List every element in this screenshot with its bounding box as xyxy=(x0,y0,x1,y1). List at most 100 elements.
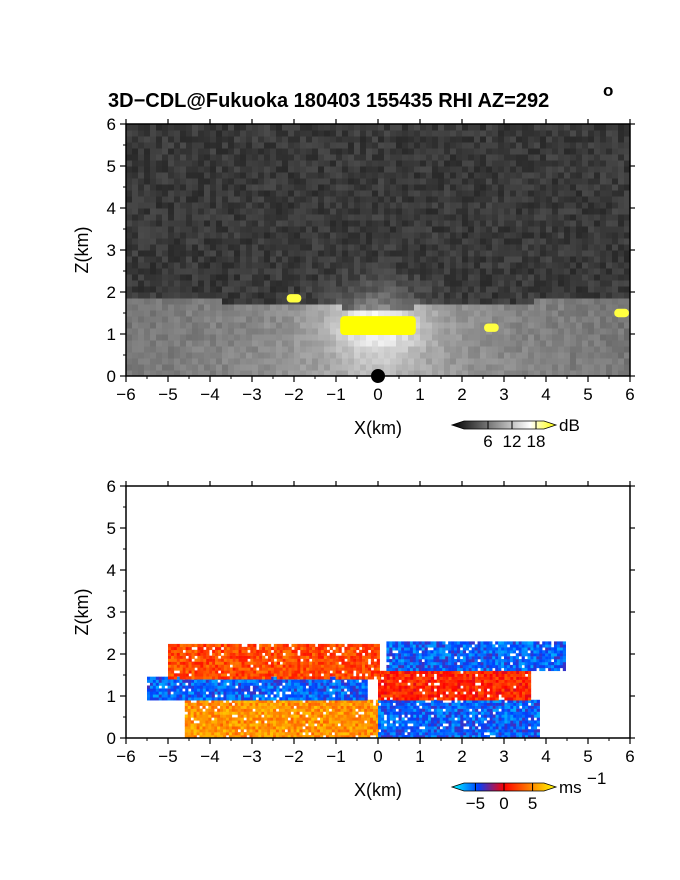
backscatter-cell xyxy=(594,298,601,305)
backscatter-cell xyxy=(252,172,259,179)
backscatter-cell xyxy=(384,346,391,353)
backscatter-cell xyxy=(366,310,373,317)
velocity-cell xyxy=(284,705,288,709)
backscatter-cell xyxy=(372,286,379,293)
velocity-cell xyxy=(217,699,221,703)
backscatter-cell xyxy=(234,136,241,143)
backscatter-cell xyxy=(468,184,475,191)
backscatter-cell xyxy=(606,280,613,287)
backscatter-cell xyxy=(378,262,385,269)
backscatter-cell xyxy=(360,148,367,155)
velocity-cell xyxy=(311,705,315,709)
velocity-cell xyxy=(240,726,244,730)
velocity-cell xyxy=(290,729,294,733)
backscatter-cell xyxy=(480,256,487,263)
backscatter-cell xyxy=(168,244,175,251)
backscatter-cell xyxy=(288,136,295,143)
velocity-cell xyxy=(510,735,514,739)
backscatter-cell xyxy=(576,340,583,347)
velocity-cell xyxy=(302,723,306,727)
backscatter-cell xyxy=(390,208,397,215)
velocity-cell xyxy=(355,720,359,724)
backscatter-cell xyxy=(444,280,451,287)
backscatter-cell xyxy=(618,154,625,161)
backscatter-cell xyxy=(198,346,205,353)
backscatter-cell xyxy=(516,148,523,155)
backscatter-cell xyxy=(534,304,541,311)
backscatter-cell xyxy=(216,244,223,251)
velocity-cell xyxy=(404,735,408,739)
backscatter-cell xyxy=(144,214,151,221)
backscatter-cell xyxy=(246,292,253,299)
backscatter-cell xyxy=(540,178,547,185)
backscatter-cell xyxy=(186,334,193,341)
backscatter-cell xyxy=(624,256,631,263)
backscatter-cell xyxy=(282,334,289,341)
backscatter-cell xyxy=(222,268,229,275)
backscatter-cell xyxy=(126,166,133,173)
backscatter-cell xyxy=(606,154,613,161)
backscatter-cell xyxy=(396,190,403,197)
backscatter-cell xyxy=(540,316,547,323)
backscatter-cell xyxy=(330,196,337,203)
backscatter-cell xyxy=(276,202,283,209)
velocity-cell xyxy=(193,729,197,733)
backscatter-cell xyxy=(174,364,181,371)
backscatter-cell xyxy=(528,232,535,239)
backscatter-cell xyxy=(420,130,427,137)
backscatter-cell xyxy=(528,286,535,293)
backscatter-cell xyxy=(174,184,181,191)
backscatter-cell xyxy=(594,340,601,347)
backscatter-cell xyxy=(372,220,379,227)
backscatter-cell xyxy=(312,256,319,263)
velocity-cell xyxy=(430,711,435,715)
velocity-cell xyxy=(314,702,318,706)
backscatter-cell xyxy=(426,148,433,155)
backscatter-cell xyxy=(390,202,397,209)
velocity-cell xyxy=(243,726,247,730)
backscatter-cell xyxy=(132,340,139,347)
velocity-cell xyxy=(343,720,347,724)
backscatter-cell xyxy=(546,346,553,353)
backscatter-cell xyxy=(132,196,139,203)
backscatter-cell xyxy=(444,172,451,179)
backscatter-cell xyxy=(492,316,499,323)
velocity-cell xyxy=(334,717,338,721)
backscatter-cell xyxy=(522,256,529,263)
velocity-cell xyxy=(498,711,502,715)
velocity-cell xyxy=(510,720,514,724)
backscatter-cell xyxy=(276,346,283,353)
velocity-cell xyxy=(358,699,362,703)
backscatter-cell xyxy=(552,328,559,335)
velocity-cell xyxy=(343,714,347,718)
backscatter-cell xyxy=(420,226,427,233)
backscatter-cell xyxy=(558,136,565,143)
backscatter-cell xyxy=(618,292,625,299)
backscatter-cell xyxy=(582,340,589,347)
backscatter-cell xyxy=(258,352,265,359)
backscatter-cell xyxy=(318,238,325,245)
backscatter-cell xyxy=(288,232,295,239)
velocity-cell xyxy=(231,711,236,715)
backscatter-cell xyxy=(402,298,409,305)
velocity-cell xyxy=(228,705,233,709)
backscatter-cell xyxy=(156,166,163,173)
velocity-cell xyxy=(293,708,297,712)
backscatter-cell xyxy=(168,160,175,167)
velocity-cell xyxy=(375,726,380,730)
backscatter-cell xyxy=(378,310,385,317)
backscatter-cell xyxy=(570,154,577,161)
backscatter-cell xyxy=(612,328,619,335)
backscatter-cell xyxy=(414,286,421,293)
velocity-cell xyxy=(243,702,247,706)
backscatter-cell xyxy=(558,286,565,293)
backscatter-cell xyxy=(126,322,133,329)
backscatter-cell xyxy=(498,214,505,221)
backscatter-cell xyxy=(156,364,163,371)
backscatter-cell xyxy=(402,148,409,155)
backscatter-cell xyxy=(408,166,415,173)
backscatter-cell xyxy=(552,166,559,173)
colorbar-tick-label: 12 xyxy=(503,432,522,451)
backscatter-cell xyxy=(480,214,487,221)
velocity-cell xyxy=(275,702,280,706)
